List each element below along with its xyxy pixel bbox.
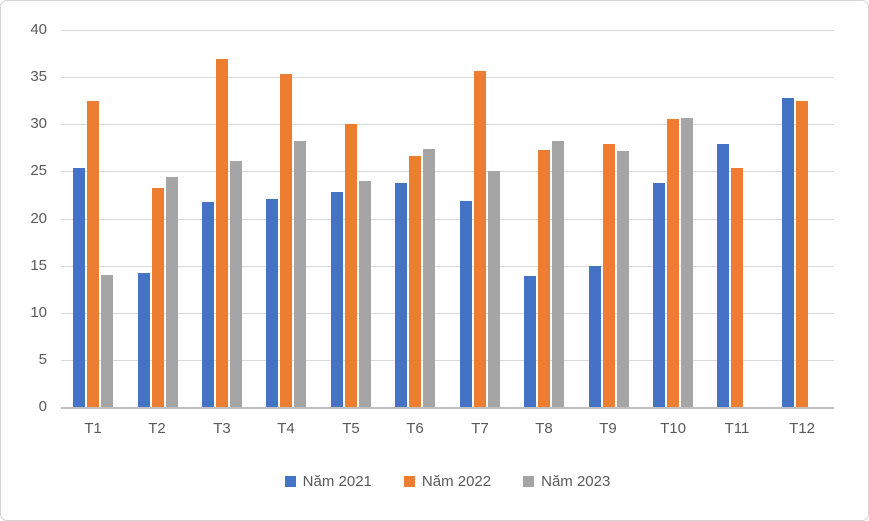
legend-label: Năm 2022 — [421, 472, 492, 490]
bar-T4-năm-2023 — [294, 141, 306, 407]
bar-T1-năm-2021 — [73, 168, 85, 407]
x-tick-label: T9 — [599, 420, 617, 437]
bar-T3-năm-2023 — [230, 161, 242, 407]
gridline — [61, 77, 834, 78]
gridline — [61, 30, 834, 31]
bar-T2-năm-2022 — [152, 188, 164, 407]
legend-label: Năm 2021 — [302, 472, 372, 490]
gridline — [61, 171, 834, 172]
bar-T8-năm-2023 — [552, 141, 564, 407]
legend-item-năm-2022: Năm 2022 — [403, 472, 492, 490]
y-tick-label: 0 — [38, 398, 47, 415]
bar-T2-năm-2023 — [166, 177, 178, 407]
bar-T5-năm-2023 — [359, 181, 371, 407]
legend-swatch-icon — [284, 475, 296, 487]
bar-T5-năm-2021 — [331, 192, 343, 407]
gridline — [61, 266, 834, 267]
y-tick-label: 30 — [30, 115, 47, 132]
x-tick-label: T3 — [213, 420, 231, 437]
y-tick-label: 25 — [30, 162, 47, 179]
bar-T1-năm-2022 — [87, 101, 99, 407]
bar-T1-năm-2023 — [101, 275, 113, 407]
bar-T3-năm-2022 — [216, 59, 228, 407]
x-tick-label: T5 — [342, 420, 360, 437]
y-tick-label: 10 — [30, 304, 47, 321]
bar-T6-năm-2021 — [395, 183, 407, 407]
bar-T7-năm-2021 — [460, 201, 472, 407]
x-tick-label: T4 — [277, 420, 295, 437]
bar-T2-năm-2021 — [138, 273, 150, 407]
gridline — [61, 219, 834, 220]
legend-swatch-icon — [523, 475, 535, 487]
gridline — [61, 360, 834, 361]
legend-label: Năm 2023 — [541, 472, 611, 490]
x-tick-label: T8 — [535, 420, 553, 437]
bar-T3-năm-2021 — [202, 202, 214, 407]
legend: Năm 2021 Năm 2022 Năm 2023 — [61, 470, 834, 492]
x-tick-label: T10 — [660, 420, 686, 437]
y-tick-label: 5 — [38, 351, 47, 368]
bar-T12-năm-2022 — [796, 101, 808, 407]
bar-T10-năm-2022 — [667, 119, 679, 407]
bar-T8-năm-2021 — [524, 276, 536, 407]
y-tick-label: 20 — [30, 210, 47, 227]
bar-T4-năm-2021 — [266, 199, 278, 407]
legend-swatch-icon — [403, 475, 415, 487]
bar-T8-năm-2022 — [538, 150, 550, 407]
bar-T12-năm-2021 — [782, 98, 794, 407]
gridline — [61, 124, 834, 125]
x-axis-line — [61, 407, 834, 409]
bar-T11-năm-2022 — [731, 168, 743, 407]
x-tick-label: T11 — [724, 420, 750, 437]
x-tick-label: T1 — [84, 420, 102, 437]
y-tick-label: 15 — [30, 257, 47, 274]
bar-T5-năm-2022 — [345, 124, 357, 407]
y-tick-label: 40 — [30, 21, 47, 38]
bar-T6-năm-2023 — [423, 149, 435, 407]
bar-T9-năm-2021 — [589, 266, 601, 407]
bar-T6-năm-2022 — [409, 156, 421, 407]
bar-T7-năm-2022 — [474, 71, 486, 407]
x-tick-label: T6 — [406, 420, 424, 437]
bar-T10-năm-2023 — [681, 118, 693, 407]
bar-T7-năm-2023 — [488, 171, 500, 407]
legend-item-năm-2021: Năm 2021 — [284, 472, 372, 490]
x-tick-label: T12 — [789, 420, 815, 437]
x-tick-label: T2 — [148, 420, 166, 437]
bar-T4-năm-2022 — [280, 74, 292, 407]
bar-T11-năm-2021 — [717, 144, 729, 407]
legend-item-năm-2023: Năm 2023 — [523, 473, 610, 490]
x-tick-label: T7 — [471, 420, 489, 437]
bar-T9-năm-2023 — [617, 151, 629, 407]
y-tick-label: 35 — [30, 68, 47, 85]
gridline — [61, 313, 834, 314]
bar-T9-năm-2022 — [603, 144, 615, 407]
bar-T10-năm-2021 — [653, 183, 665, 407]
